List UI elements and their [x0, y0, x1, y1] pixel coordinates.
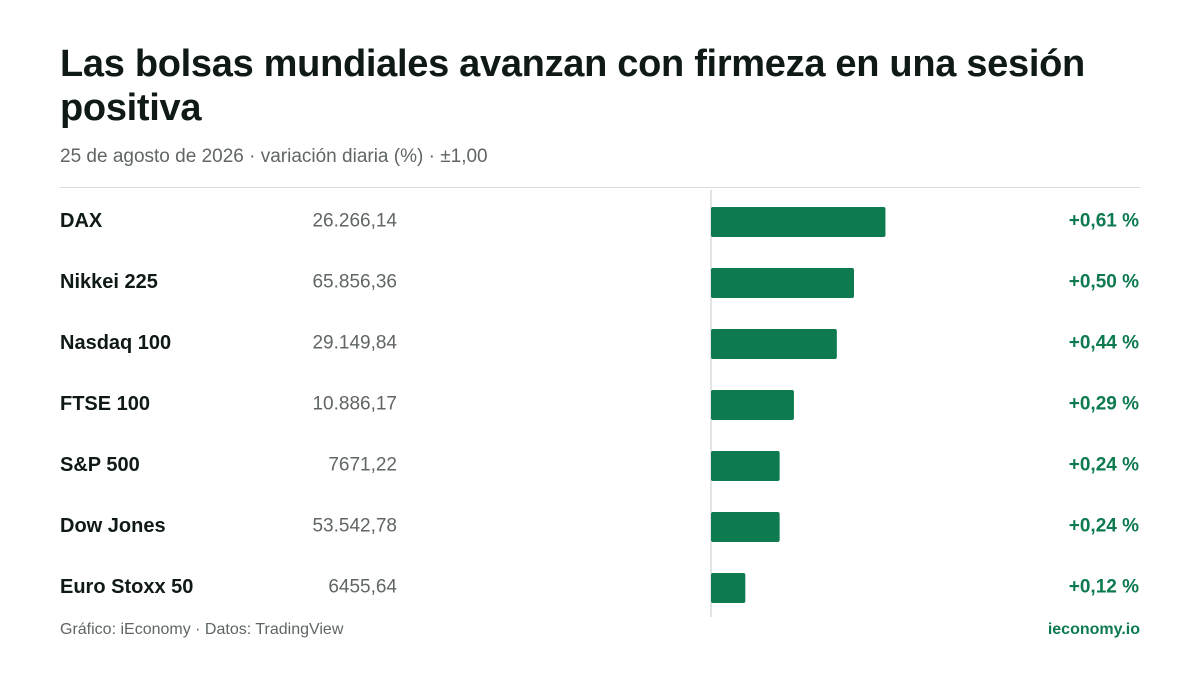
change-value-label: +0,61 % — [1069, 211, 1139, 232]
change-bar — [711, 512, 780, 542]
index-level-value: 29.149,84 — [312, 333, 397, 354]
index-name-label: Nasdaq 100 — [60, 332, 171, 354]
index-level-value: 65.856,36 — [312, 272, 397, 293]
index-level-value: 7671,22 — [328, 455, 397, 476]
index-level-value: 10.886,17 — [312, 394, 397, 415]
change-value-label: +0,24 % — [1069, 516, 1139, 537]
index-name-label: S&P 500 — [60, 454, 140, 476]
index-name-label: Nikkei 225 — [60, 271, 158, 293]
index-name-label: DAX — [60, 210, 103, 232]
brand-link[interactable]: ieconomy.io — [1047, 621, 1140, 638]
source-credit: Gráfico: iEconomy · Datos: TradingView — [60, 621, 344, 638]
change-value-label: +0,44 % — [1069, 333, 1139, 354]
change-value-label: +0,12 % — [1069, 577, 1139, 598]
change-bar — [711, 329, 837, 359]
index-name-label: FTSE 100 — [60, 393, 150, 415]
change-bar — [711, 268, 854, 298]
change-bar — [711, 390, 794, 420]
chart-subtitle: 25 de agosto de 2026 · variación diaria … — [60, 146, 488, 167]
chart-title: Las bolsas mundiales avanzan con firmeza… — [60, 43, 1085, 129]
index-level-value: 53.542,78 — [312, 516, 397, 537]
change-value-label: +0,24 % — [1069, 455, 1139, 476]
change-bar — [711, 207, 886, 237]
index-name-label: Dow Jones — [60, 515, 166, 537]
change-value-label: +0,29 % — [1069, 394, 1139, 415]
index-level-value: 26.266,14 — [312, 211, 397, 232]
index-level-value: 6455,64 — [328, 577, 397, 598]
header-divider — [60, 187, 1140, 188]
change-bar — [711, 451, 780, 481]
index-name-label: Euro Stoxx 50 — [60, 576, 193, 598]
change-value-label: +0,50 % — [1069, 272, 1139, 293]
change-bar — [711, 573, 746, 603]
